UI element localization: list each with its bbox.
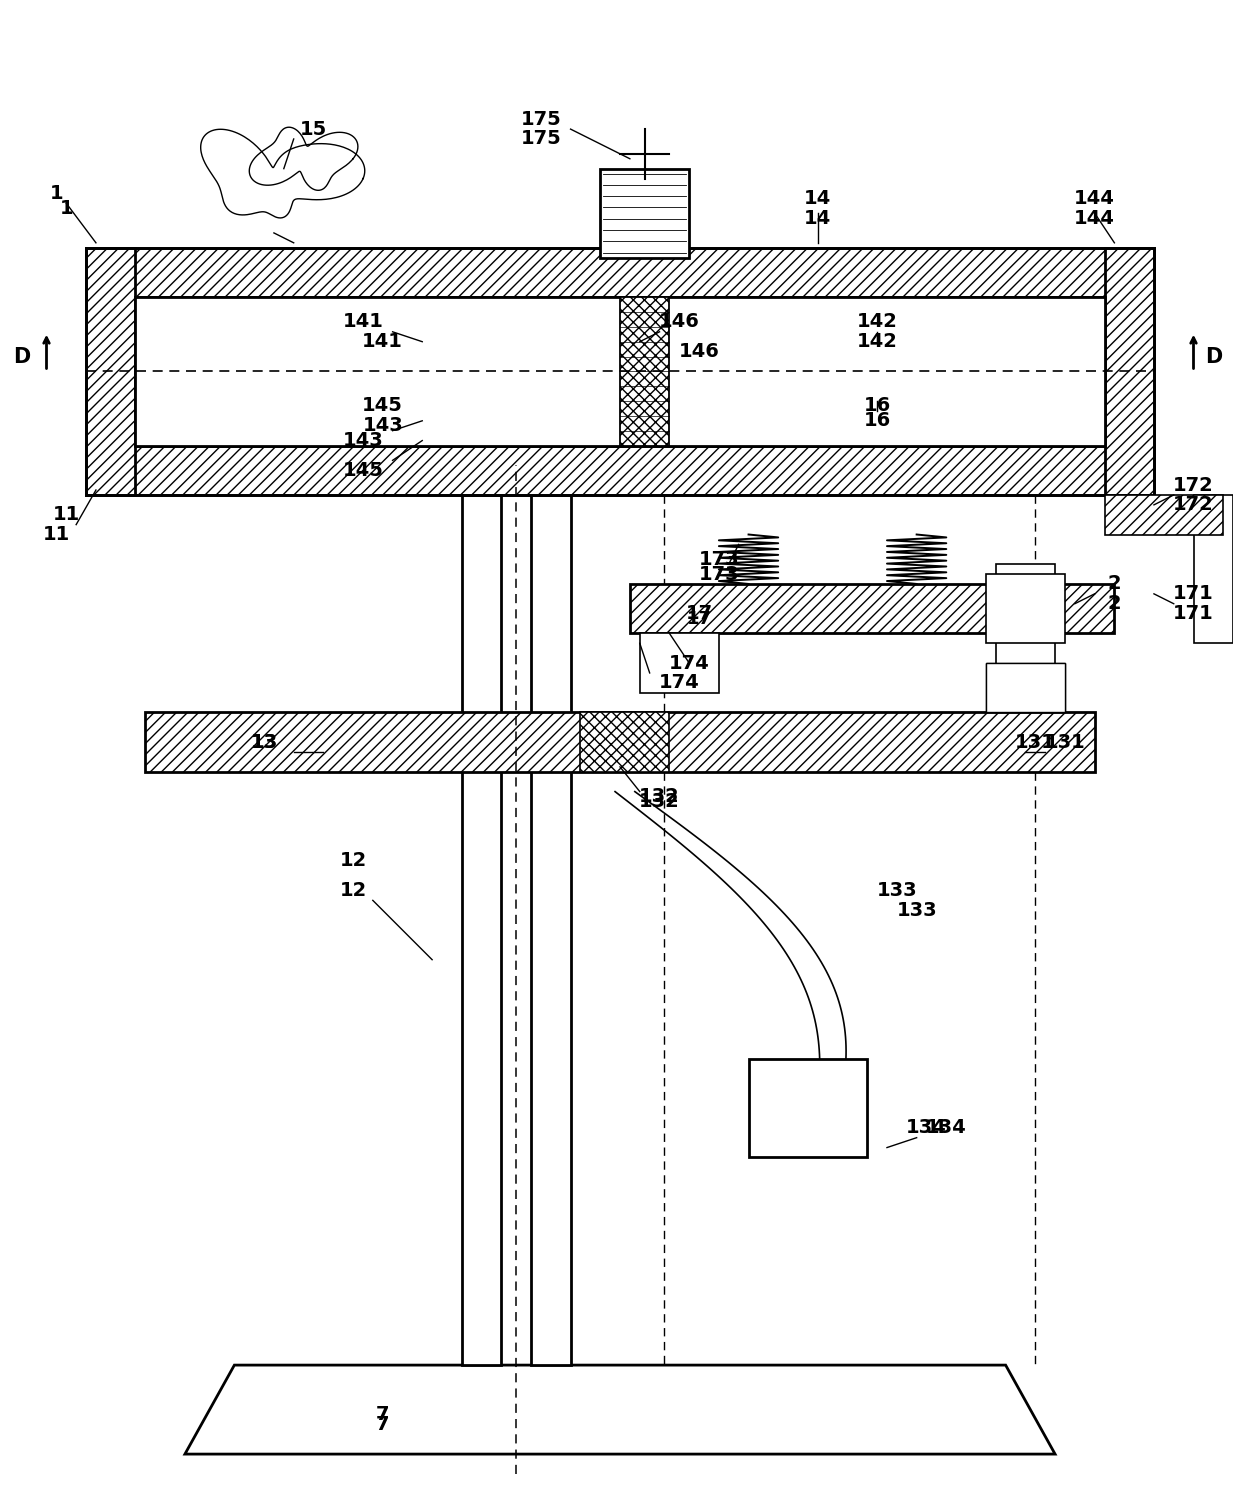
Bar <box>749 1058 867 1158</box>
Text: 131: 131 <box>1044 733 1085 751</box>
Bar <box>986 664 1065 712</box>
Bar <box>86 248 1154 298</box>
Bar <box>86 248 135 494</box>
Text: 174: 174 <box>668 653 709 673</box>
Text: 146: 146 <box>678 342 719 361</box>
Bar <box>135 298 1105 446</box>
Bar <box>1105 494 1223 535</box>
Bar <box>1105 248 1154 494</box>
Text: 16: 16 <box>863 411 890 431</box>
Text: 175: 175 <box>521 130 562 148</box>
Text: 175: 175 <box>521 110 562 129</box>
Text: 172: 172 <box>1173 496 1214 514</box>
Text: 144: 144 <box>1074 189 1115 207</box>
Text: 145: 145 <box>362 396 403 416</box>
Bar <box>986 575 1065 643</box>
Text: 132: 132 <box>639 792 680 810</box>
Text: 2: 2 <box>1107 594 1121 614</box>
Text: 144: 144 <box>1074 209 1115 228</box>
Text: 1: 1 <box>60 198 73 218</box>
Text: 145: 145 <box>342 461 383 479</box>
Text: 143: 143 <box>342 431 383 451</box>
Text: 141: 141 <box>362 333 403 351</box>
Bar <box>145 712 1095 771</box>
Text: 2: 2 <box>1107 575 1121 593</box>
Text: 172: 172 <box>1173 476 1214 494</box>
Text: 16: 16 <box>863 396 890 416</box>
Text: 1: 1 <box>50 184 63 203</box>
Text: 12: 12 <box>340 851 367 871</box>
Text: 142: 142 <box>857 333 898 351</box>
Text: 174: 174 <box>658 673 699 692</box>
Text: 11: 11 <box>42 525 69 544</box>
Bar <box>86 446 1154 494</box>
Polygon shape <box>185 1365 1055 1455</box>
Text: 173: 173 <box>698 550 739 569</box>
Text: 14: 14 <box>804 189 831 207</box>
Text: 17: 17 <box>686 605 713 623</box>
Bar <box>640 634 719 692</box>
Bar <box>531 494 570 1365</box>
Text: 173: 173 <box>698 564 739 584</box>
Bar <box>620 298 670 446</box>
Bar <box>600 169 689 257</box>
Text: 146: 146 <box>658 313 699 331</box>
Bar <box>1194 494 1233 643</box>
Text: 171: 171 <box>1173 584 1214 603</box>
Text: 132: 132 <box>639 788 680 806</box>
Text: 15: 15 <box>300 119 327 139</box>
Text: 11: 11 <box>52 505 79 525</box>
Bar <box>461 494 501 1365</box>
Bar <box>580 712 670 771</box>
Text: 133: 133 <box>877 881 918 900</box>
Bar <box>986 664 1065 712</box>
Text: 134: 134 <box>906 1119 947 1137</box>
Text: 143: 143 <box>362 416 403 435</box>
Text: 7: 7 <box>376 1405 389 1424</box>
Text: 12: 12 <box>340 881 367 900</box>
Text: 14: 14 <box>804 209 831 228</box>
Text: 7: 7 <box>376 1415 389 1433</box>
Text: D: D <box>1204 346 1221 366</box>
Text: 13: 13 <box>250 733 278 751</box>
Text: D: D <box>14 346 31 366</box>
Text: 133: 133 <box>897 901 937 919</box>
Text: 17: 17 <box>687 609 712 627</box>
Text: 171: 171 <box>1173 605 1214 623</box>
Text: 141: 141 <box>342 313 383 331</box>
Bar <box>996 564 1055 712</box>
Text: 131: 131 <box>1014 733 1055 751</box>
Text: 134: 134 <box>926 1119 967 1137</box>
Bar <box>86 248 1154 494</box>
Text: 142: 142 <box>857 313 898 331</box>
Text: 13: 13 <box>250 733 278 751</box>
Bar <box>630 584 1115 634</box>
